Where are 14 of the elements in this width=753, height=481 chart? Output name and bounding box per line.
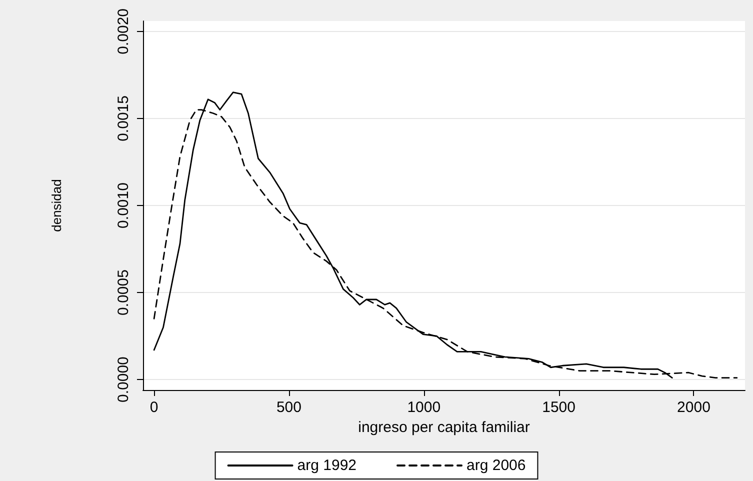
x-tick-label: 1000 (407, 399, 441, 416)
y-tick-label: 0.0010 (115, 182, 132, 228)
x-tick-label: 0 (150, 399, 158, 416)
x-tick-label: 2000 (677, 399, 710, 416)
x-tick-label: 500 (276, 399, 302, 416)
y-tick-label: 0.0020 (115, 8, 132, 54)
x-tick-label: 1500 (542, 399, 576, 416)
y-tick-label: 0.0000 (115, 356, 132, 402)
legend-label: arg 2006 (466, 457, 526, 474)
y-tick-label: 0.0005 (115, 270, 132, 316)
legend-label: arg 1992 (297, 457, 356, 474)
y-tick-label: 0.0015 (115, 96, 132, 142)
x-axis-title: ingreso per capita familiar (358, 418, 530, 436)
y-axis-title: densidad (49, 179, 64, 232)
